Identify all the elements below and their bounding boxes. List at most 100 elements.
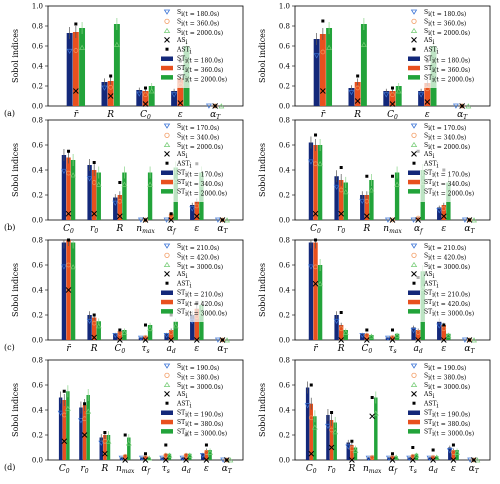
ast-marker [118,328,122,332]
legend-marker [408,189,420,194]
bar [96,172,101,220]
legend-label: STi(t = 3000.0s) [424,308,474,317]
legend-marker [411,372,417,378]
bar [387,457,391,460]
legend-marker [163,9,171,15]
x-tick-label: C0 [310,224,321,235]
ast-marker [431,448,435,452]
legend-label: ASi [176,37,187,46]
ast-marker [350,439,354,443]
bar [305,387,310,460]
as-marker [440,337,447,343]
legend-marker [412,281,416,285]
s-marker [365,455,372,461]
as-marker [424,99,431,105]
legend-marker [161,75,173,80]
bar [333,422,337,460]
s-marker [394,181,400,187]
s-marker [304,403,311,409]
legend-label: STi(t = 2000.0s) [424,188,474,197]
bar [190,205,195,220]
legend-marker [411,18,417,24]
as-marker [328,444,335,451]
s-marker [345,444,352,450]
s-marker [220,217,225,223]
x-tick-label: C0 [361,344,372,355]
legend: Si(t = 190.0s)Si(t = 380.0s)Si(t = 3000.… [161,362,241,442]
bar [369,335,374,340]
row-label: (c) [4,343,15,352]
s-marker [166,452,173,458]
legend-label: STi(t = 340.0s) [177,179,223,188]
x-tick-label: r0 [337,224,345,235]
s-marker [461,337,468,343]
y-tick-label: 0.8 [32,23,43,31]
y-tick-label: 0.8 [279,23,290,31]
legend-marker [411,37,417,43]
legend-label: ASi [423,37,434,46]
y-tick-label: 0.4 [279,407,291,415]
legend-marker [161,290,173,295]
legend-marker [410,261,418,267]
x-tick-label: ε [425,110,430,120]
bar [437,321,442,340]
bar [140,457,144,460]
s-marker [147,181,153,187]
legend-marker [164,18,170,24]
s-marker [218,103,225,109]
bar [164,453,168,460]
bar [171,91,178,106]
bar [390,336,395,340]
legend-marker [164,132,170,138]
x-tick-label: τs [388,344,396,355]
y-tick-label: 0.6 [279,43,291,51]
s-marker [186,452,193,458]
bar [127,437,131,460]
ast-marker [314,133,318,137]
x-tick-label: αf [167,224,177,235]
ast-marker [144,218,147,222]
s-marker [364,332,370,338]
s-marker [138,217,144,223]
legend-box [408,122,488,202]
bar [92,170,97,220]
legend-label: STi(t = 2000.0s) [424,74,474,83]
x-tick-label: αT [217,224,228,235]
x-tick-label: ad [414,344,423,355]
legend-marker [163,363,171,369]
as-marker [122,457,129,463]
legend-marker [408,290,420,295]
s-marker [163,217,170,223]
s-marker [227,457,234,463]
y-tick-label: 0.8 [279,237,290,245]
as-marker [440,213,447,220]
bar [390,456,395,460]
legend-label: STi(t = 180.0s) [177,56,223,65]
as-marker [389,217,396,223]
s-marker [224,217,230,223]
legend-marker [163,27,171,33]
as-marker [312,280,319,287]
bar [353,447,358,460]
legend-label: Si(t = 2000.0s) [424,142,470,151]
x-tick-label: C0 [63,224,74,235]
bar [350,445,354,460]
legend-label: Si(t = 2000.0s) [177,28,223,37]
y-tick-label: 0.2 [279,83,290,91]
legend-marker [161,419,173,425]
legend-box [161,8,241,88]
s-marker [355,85,361,91]
legend-label: Si(t = 2000.0s) [177,142,223,151]
legend: Si(t = 170.0s)Si(t = 340.0s)Si(t = 2000.… [161,122,241,202]
s-marker [85,408,92,414]
legend-marker [408,75,420,80]
s-marker [325,423,331,429]
bar [313,145,318,220]
y-tick-label: 0.6 [279,262,291,270]
bar [66,157,71,220]
legend-label: STi(t = 210.0s) [177,290,223,299]
x-tick-label: C0 [140,110,151,121]
x-tick-label: αT [210,110,221,121]
chart-panel-6: 0.0 0.2 0.4 0.6 0.8 Sobol indices r̄ R C0 τs ad ε αT… [258,237,491,355]
